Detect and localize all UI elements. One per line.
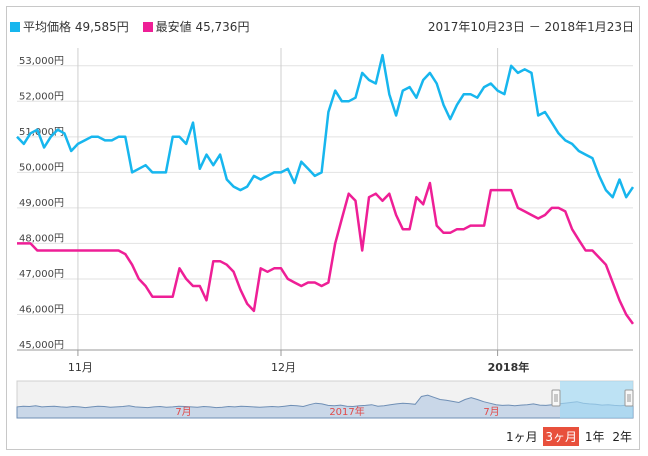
series-line-min [17, 181, 635, 325]
navigator-selection [560, 381, 633, 418]
legend: 平均価格 49,585円 最安値 45,736円 [10, 18, 259, 35]
y-tick-label: 46,000円 [19, 304, 64, 315]
navigator-area [16, 394, 634, 419]
x-tick-label: 12月 [271, 361, 296, 374]
series-line-avg [16, 53, 635, 199]
range-button-3m[interactable]: 3ヶ月 [543, 427, 580, 446]
legend-swatch-avg [10, 22, 20, 32]
range-button-1y[interactable]: 1年 [584, 430, 605, 444]
y-tick-label: 48,000円 [19, 233, 64, 244]
navigator-handle-left[interactable] [551, 389, 561, 407]
y-tick-label: 50,000円 [19, 162, 64, 173]
legend-label-avg: 平均価格 49,585円 [23, 20, 129, 34]
chart-panel [6, 6, 640, 450]
y-tick-label: 47,000円 [19, 269, 64, 280]
navigator-label: 7月 [175, 406, 191, 418]
y-tick-label: 45,000円 [19, 340, 64, 351]
y-tick-label: 52,000円 [19, 91, 64, 102]
navigator-label: 2017年 [329, 405, 364, 418]
legend-label-min: 最安値 45,736円 [155, 20, 250, 34]
navigator-label: 7月 [483, 406, 499, 418]
y-tick-label: 49,000円 [19, 198, 64, 209]
legend-swatch-min [142, 22, 153, 32]
x-tick-label: 11月 [68, 361, 93, 374]
legend-item-avg[interactable]: 平均価格 49,585円 [10, 18, 129, 35]
navigator-handle-right[interactable] [624, 389, 634, 407]
date-range-label: 2017年10月23日 － 2018年1月23日 [427, 20, 634, 34]
y-tick-label: 51,000円 [19, 127, 64, 138]
range-button-1m[interactable]: 1ヶ月 [505, 430, 538, 444]
range-selector: 1ヶ月 3ヶ月 1年 2年 [504, 427, 634, 446]
range-button-2y[interactable]: 2年 [612, 430, 632, 444]
x-tick-label: 2018年 [488, 360, 530, 374]
y-tick-label: 53,000円 [19, 56, 64, 67]
legend-item-min[interactable]: 最安値 45,736円 [142, 18, 250, 35]
